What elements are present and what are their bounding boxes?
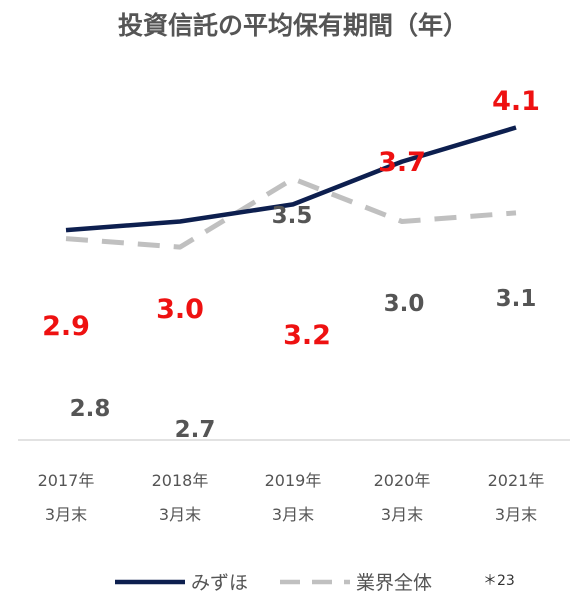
chart-title: 投資信託の平均保有期間（年） [118,11,468,40]
legend-label-industry: 業界全体 [356,572,432,594]
footnote: ＊23 [483,573,515,589]
data-label-mizuho-2: 3.2 [283,320,331,351]
x-tick-label-1: 2018年 3月末 [152,471,209,524]
data-label-mizuho-3: 3.7 [378,147,426,178]
data-label-industry-2: 3.5 [272,203,313,229]
series-line-industry [65,176,517,250]
data-label-mizuho-4: 4.1 [492,86,540,117]
data-label-mizuho-1: 3.0 [156,294,204,325]
x-tick-label-3: 2020年 3月末 [374,471,431,524]
x-tick-label-4: 2021年 3月末 [488,471,545,524]
data-label-mizuho-0: 2.9 [42,311,90,342]
data-label-industry-0: 2.8 [70,396,111,422]
series-line-mizuho [65,125,517,233]
x-tick-label-0: 2017年 3月末 [38,471,95,524]
legend-label-mizuho: みずほ [191,572,248,594]
x-tick-label-2: 2019年 3月末 [265,471,322,524]
data-label-industry-3: 3.0 [384,291,425,317]
data-label-industry-4: 3.1 [496,286,537,312]
data-label-industry-1: 2.7 [175,417,216,443]
plot-area: 2.9 3.0 3.2 3.7 4.1 2.8 2.7 3.5 3.0 3.1 [42,86,540,443]
legend: みずほ 業界全体 [115,572,432,594]
x-axis-ticks: 2017年 3月末 2018年 3月末 2019年 3月末 2020年 3月末 2021年 3月末 [38,471,545,524]
